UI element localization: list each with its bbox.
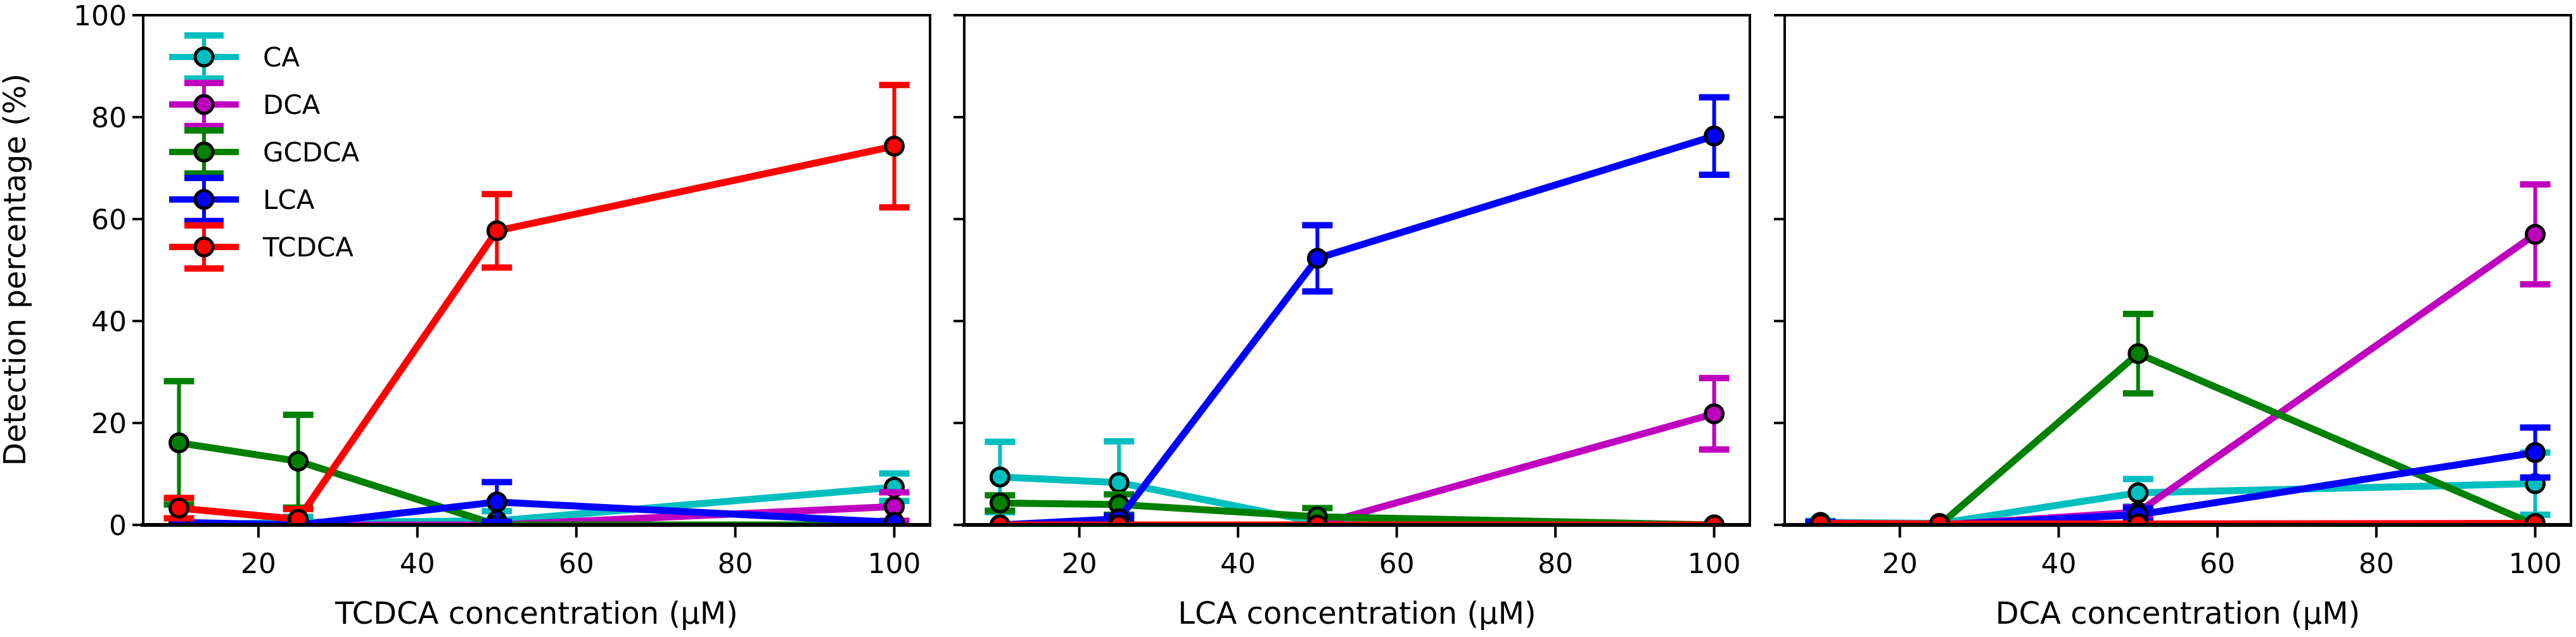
series-tcdca (989, 514, 1725, 525)
data-point (2525, 442, 2546, 464)
axes-border (1783, 14, 2572, 526)
y-tick-label: 80 (91, 102, 127, 134)
series-line (179, 503, 895, 525)
series-line (1000, 132, 1716, 525)
axes-frame: 20 40 60 80 100 (953, 14, 1751, 580)
y-tick-label: 0 (109, 510, 127, 542)
data-point (486, 491, 507, 513)
series-lca (989, 94, 1730, 525)
x-axis-title: LCA concentration (µM) (1178, 596, 1536, 631)
legend-entry-lca: LCA (169, 175, 315, 224)
axes-frame: 20 40 60 80 100 (1774, 14, 2572, 580)
axes-border (142, 14, 931, 526)
legend-label: LCA (263, 184, 315, 215)
data-point (1306, 248, 1328, 269)
x-axis-title: DCA concentration (µM) (1996, 596, 2361, 631)
data-point (2127, 343, 2149, 365)
data-point (486, 220, 507, 242)
plot-area (1805, 181, 2551, 525)
axes-border (963, 14, 1751, 526)
data-point (1704, 125, 1725, 147)
legend-entry-tcdca: TCDCA (169, 222, 354, 272)
series-line (1820, 350, 2537, 525)
data-point (288, 450, 309, 472)
legend-entry-gcdca: GCDCA (169, 127, 360, 177)
x-tick-label: 60 (2200, 548, 2235, 580)
x-tick-label: 40 (2041, 548, 2076, 580)
x-tick-label: 100 (1688, 548, 1741, 580)
x-tick-label: 60 (559, 548, 594, 580)
x-tick-label: 80 (2359, 548, 2394, 580)
data-point (989, 466, 1011, 488)
y-tick-label: 40 (91, 306, 127, 338)
data-point (1704, 514, 1725, 525)
series-gcdca (1809, 310, 2546, 525)
legend-entry-dca: DCA (169, 80, 321, 129)
data-point (168, 497, 189, 519)
x-tick-label: 40 (400, 548, 435, 580)
legend-marker (193, 94, 215, 115)
legend-marker (193, 189, 215, 210)
data-point (884, 512, 905, 525)
series-line (178, 142, 895, 523)
x-tick-label: 20 (1882, 548, 1918, 580)
y-axis-title: Detection percentage (%) (0, 73, 33, 466)
x-tick-label: 40 (1220, 548, 1256, 580)
series-line (1000, 410, 1716, 525)
data-point (1306, 514, 1328, 525)
y-tick-label: 60 (91, 204, 127, 236)
legend-label: GCDCA (263, 137, 360, 168)
plot-area (985, 94, 1730, 525)
data-point (288, 508, 309, 525)
data-point (989, 492, 1011, 514)
series-dca (989, 375, 1730, 525)
legend-entry-ca: CA (169, 32, 300, 82)
x-tick-label: 20 (241, 548, 276, 580)
x-tick-label: 100 (2509, 548, 2562, 580)
legend-marker (193, 141, 215, 163)
legend-label: DCA (263, 89, 321, 120)
x-tick-label: 80 (718, 548, 753, 580)
x-tick-label: 20 (1062, 548, 1097, 580)
x-axis-title: TCDCA concentration (µM) (335, 596, 738, 631)
x-tick-label: 100 (868, 548, 921, 580)
x-tick-label: 80 (1538, 548, 1573, 580)
series-line (1000, 499, 1714, 525)
data-point (989, 514, 1011, 525)
series-gcdca (985, 491, 1725, 525)
legend-label: TCDCA (262, 232, 354, 263)
data-point (884, 136, 905, 157)
legend: CA DCA GCDCA LCA TCDCA (169, 32, 360, 272)
y-tick-label: 20 (91, 408, 127, 440)
data-point (1704, 403, 1725, 425)
legend-marker (193, 46, 215, 68)
data-point (1108, 472, 1130, 493)
y-tick-label: 100 (73, 0, 127, 32)
series-line (1820, 480, 2535, 525)
data-point (168, 432, 189, 453)
data-point (2525, 224, 2546, 245)
data-point (2127, 482, 2149, 503)
x-tick-label: 60 (1379, 548, 1415, 580)
panel-2: 20 40 60 80 100 LCA concentration (µM) (953, 14, 1751, 631)
series-line (178, 439, 895, 525)
panel-1: 0 20 40 60 80 100 20 40 60 80 100 TCDCA concentrati… (73, 0, 931, 631)
data-point (1108, 514, 1130, 525)
legend-label: CA (263, 42, 300, 73)
series-tcdca (163, 82, 910, 525)
panel-3: 20 40 60 80 100 DCA concentration (µM) (1774, 14, 2572, 631)
legend-marker (193, 236, 215, 258)
axes-frame: 0 20 40 60 80 100 20 40 60 80 100 (73, 0, 931, 580)
